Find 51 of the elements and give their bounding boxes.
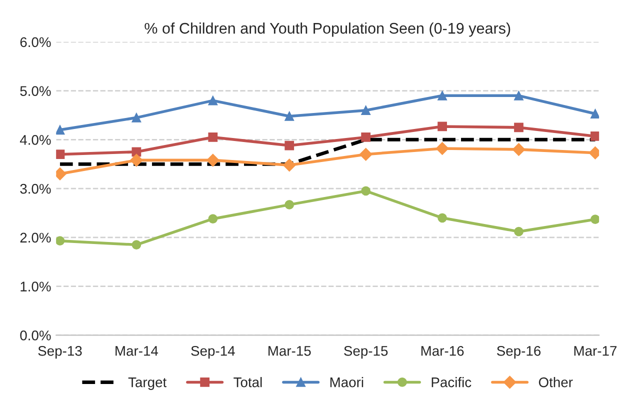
y-tick-label: 2.0% (20, 232, 51, 243)
legend-label: Target (128, 378, 167, 390)
point (512, 143, 526, 156)
point (208, 96, 218, 106)
point (359, 148, 372, 161)
point (361, 132, 371, 142)
point (132, 112, 142, 122)
x-tick-label: Sep-13 (38, 346, 82, 359)
point (590, 132, 600, 141)
point (436, 142, 449, 155)
point (282, 158, 296, 172)
point (590, 109, 600, 118)
x-tick-label: Mar-15 (268, 346, 311, 356)
legend-label: Total (234, 377, 262, 388)
point (438, 213, 447, 223)
point (208, 214, 218, 224)
x-tick-label: Sep-14 (191, 346, 235, 359)
point (56, 125, 65, 135)
x-tick-label: Sep-16 (496, 346, 541, 359)
x-tick-label: Mar-17 (574, 346, 617, 356)
x-tick-label: Mar-14 (116, 346, 158, 356)
point (132, 240, 142, 250)
chart-title: % of Children and Youth Population Seen (0-19 years) (144, 22, 510, 37)
point (514, 226, 524, 236)
y-tick-label: 6.0% (20, 37, 51, 48)
y-tick-label: 4.0% (20, 135, 51, 145)
point (284, 140, 294, 150)
y-tick-label: 3.0% (20, 184, 51, 194)
point (438, 122, 447, 132)
point (438, 90, 447, 100)
point (514, 90, 524, 100)
legend-label: Other (538, 377, 573, 388)
y-tick-label: 5.0% (20, 86, 51, 96)
y-tick-label: 1.0% (20, 282, 51, 292)
legend-label: Maori (330, 377, 364, 388)
point (590, 214, 600, 224)
point (132, 147, 142, 157)
point (56, 150, 65, 160)
point (361, 186, 371, 196)
point (284, 200, 294, 210)
point (361, 106, 371, 116)
point (284, 112, 294, 121)
x-tick-label: Sep-15 (344, 346, 388, 359)
point (514, 122, 524, 132)
y-tick-label: 0.0% (20, 330, 51, 340)
point (56, 236, 65, 246)
x-tick-label: Mar-16 (421, 346, 464, 356)
point (208, 132, 218, 142)
legend-label: Pacific (432, 377, 472, 388)
point (206, 154, 220, 167)
point (130, 154, 143, 167)
